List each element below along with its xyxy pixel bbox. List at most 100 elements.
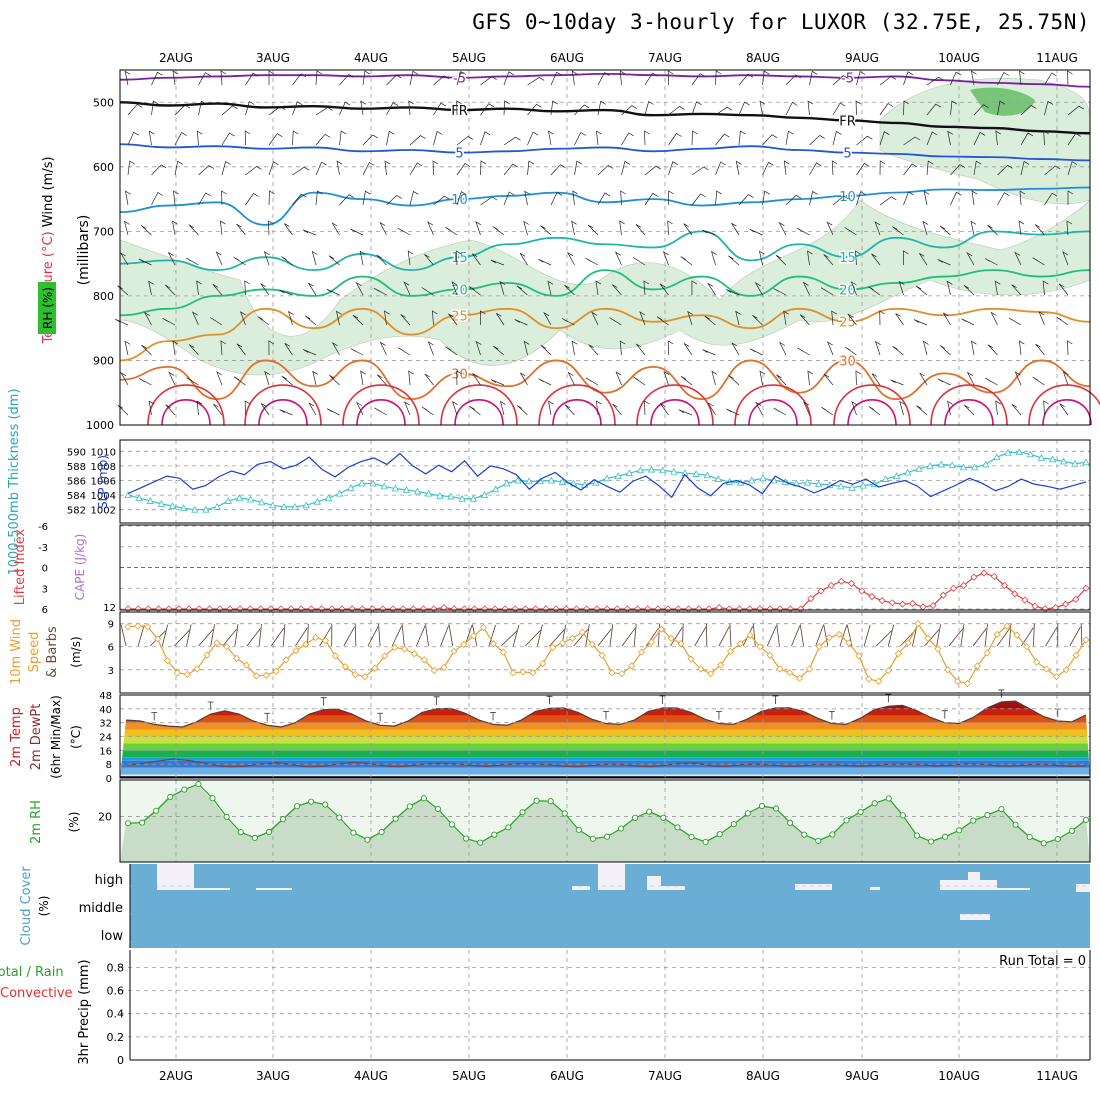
- wind-barb: [903, 100, 910, 116]
- wind-barb: [1066, 220, 1073, 236]
- wind-barb: [120, 252, 129, 266]
- wind-speed-point: [944, 666, 952, 674]
- wind-barb: [715, 190, 722, 206]
- lifted-index-point: [307, 605, 316, 613]
- wind-barb: [123, 220, 130, 236]
- wind-barb: [245, 100, 255, 116]
- wind-barb: [311, 250, 318, 266]
- wind-barb: [456, 70, 466, 86]
- wind-barb: [966, 251, 975, 266]
- thickness-point: [124, 491, 132, 498]
- wind-barb: [687, 310, 693, 326]
- wind-barb: [691, 101, 702, 116]
- wind-barb: [799, 314, 810, 326]
- lifted-index-line: [128, 572, 1087, 610]
- wind-barb: [448, 313, 458, 326]
- wind-barb: [903, 191, 914, 206]
- isotherm-hot: [944, 399, 994, 426]
- rh2m-point: [758, 802, 766, 810]
- wind-barb: [409, 135, 426, 146]
- wind-barb: [785, 130, 794, 146]
- lifted-index-point: [929, 601, 937, 610]
- minmax-bar: [603, 711, 609, 720]
- y-axis-label-rh: 2m RH: [29, 800, 44, 844]
- wind-barb: [421, 287, 434, 296]
- wind-barb: [117, 285, 129, 296]
- rh2m-point: [378, 828, 385, 835]
- wind-barb: [726, 289, 740, 296]
- thickness-point: [324, 494, 333, 501]
- y-tick-label: 1004: [91, 491, 116, 502]
- wind-barb: [1011, 403, 1022, 416]
- wind-barb: [726, 408, 740, 416]
- wind-barb: [500, 630, 518, 647]
- wind-barb: [1044, 100, 1054, 116]
- y-tick-label: 48: [99, 691, 112, 702]
- wind-barb: [754, 281, 763, 296]
- wind-speed-point: [460, 640, 468, 648]
- wind-speed-point: [252, 672, 260, 680]
- wind-barb: [315, 161, 327, 176]
- rh2m-point: [857, 808, 864, 815]
- wind-barb: [127, 103, 143, 116]
- wind-barb: [621, 105, 638, 116]
- wind-barb: [480, 310, 486, 326]
- y-tick-label: 0.6: [107, 985, 125, 998]
- wind-barb: [379, 341, 387, 356]
- rh-legend-swatch: [38, 282, 56, 334]
- rh2m-point: [251, 834, 258, 841]
- minmax-bar: [490, 711, 497, 721]
- y-axis-label-thickness: 1000-500mb Thickness (dm): [7, 388, 22, 575]
- wind-barb: [221, 160, 231, 176]
- thickness-point: [191, 505, 199, 513]
- isotherm: [119, 307, 1091, 362]
- wind-barb: [292, 73, 307, 86]
- wind-speed-point: [173, 669, 181, 677]
- x-tick-label: 7AUG: [648, 1069, 682, 1083]
- wind-barb: [919, 252, 928, 266]
- wind-speed-point: [144, 623, 152, 631]
- wind-barb: [903, 163, 918, 176]
- y-axis-label-temp: 2m Temp: [9, 707, 24, 767]
- wind-barb: [633, 624, 637, 647]
- wind-barb: [360, 100, 366, 116]
- wind-barb: [820, 287, 834, 296]
- x-tick-label: 11AUG: [1036, 1069, 1078, 1083]
- rh2m-point: [674, 824, 681, 831]
- rh2m-point: [1026, 833, 1033, 840]
- cloud-level-label: high: [95, 873, 123, 888]
- wind-barb: [1033, 623, 1035, 647]
- y-tick-label: 0: [117, 1054, 124, 1067]
- wind-barb: [762, 134, 778, 146]
- minmax-bar: [772, 695, 779, 704]
- wind-barb: [288, 310, 294, 326]
- wind-barb: [585, 624, 590, 647]
- rh2m-point: [336, 814, 343, 821]
- wind-barb: [196, 130, 203, 146]
- wind-barb: [937, 378, 951, 386]
- wind-barb: [715, 133, 730, 146]
- wind-barb: [268, 161, 279, 176]
- wind-barb: [668, 133, 682, 146]
- wind-barb: [220, 340, 227, 356]
- thickness-point: [892, 472, 901, 480]
- thickness-point: [547, 476, 555, 484]
- wind-barb: [879, 310, 885, 326]
- wind-barb: [173, 190, 179, 206]
- wind-barb: [1008, 317, 1022, 326]
- y-tick-label: 900: [93, 354, 114, 367]
- wind-barb: [874, 340, 881, 356]
- wind-barb: [762, 161, 774, 176]
- wind-barb: [268, 133, 283, 146]
- wind-barb: [832, 75, 849, 86]
- wind-barb: [903, 71, 914, 86]
- x-tick-label: 9AUG: [845, 51, 879, 65]
- wind-barb: [775, 254, 787, 266]
- lifted-index-point: [542, 605, 550, 613]
- isotherm-hot: [440, 384, 518, 426]
- upper-air-frame: [119, 69, 1091, 426]
- y-tick-label: 8: [106, 760, 112, 771]
- wind-barb: [328, 255, 340, 266]
- thickness-point: [904, 468, 912, 476]
- wind-barb: [527, 131, 539, 146]
